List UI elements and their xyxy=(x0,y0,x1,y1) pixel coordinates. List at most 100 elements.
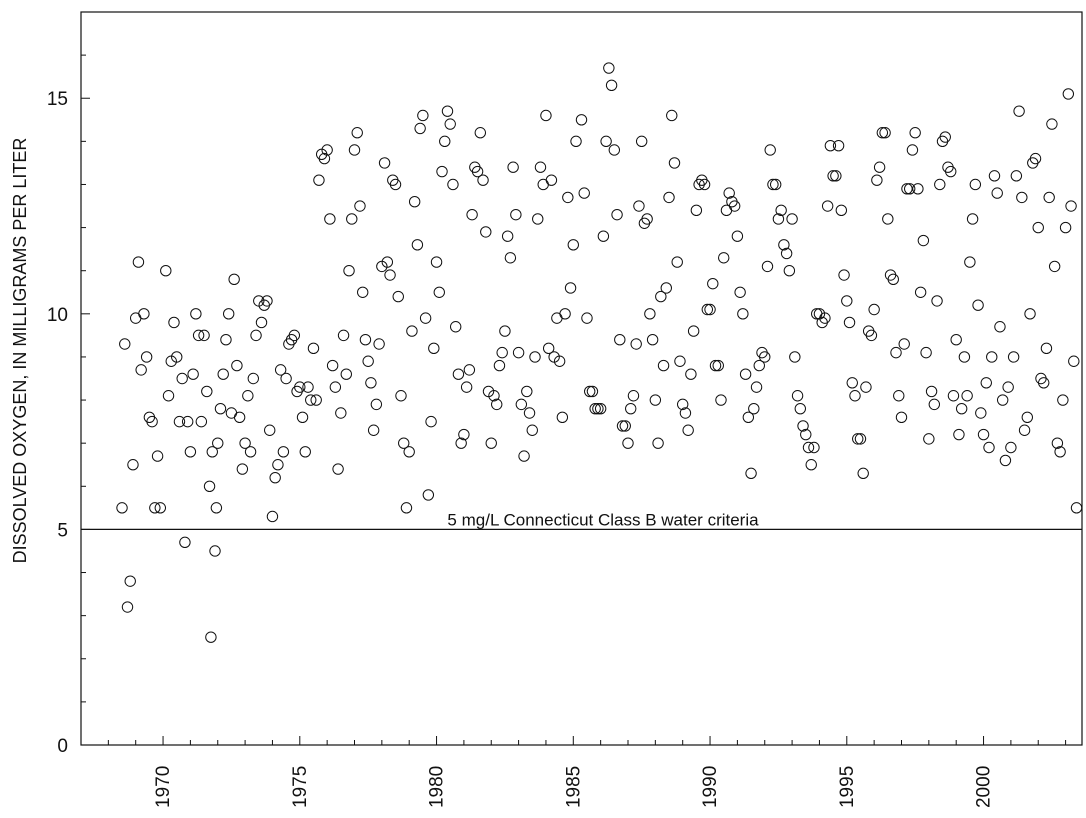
data-point xyxy=(526,424,538,436)
data-point xyxy=(496,346,508,359)
data-point xyxy=(559,308,571,320)
data-point xyxy=(501,230,514,242)
data-point xyxy=(171,351,183,363)
x-tick-label: 1985 xyxy=(563,766,584,808)
data-point xyxy=(999,454,1012,467)
data-point xyxy=(337,329,350,342)
data-point xyxy=(663,191,675,204)
data-point xyxy=(222,308,235,320)
x-tick-label: 1975 xyxy=(290,766,311,808)
data-point xyxy=(718,252,730,264)
data-point xyxy=(723,187,735,199)
data-point xyxy=(408,196,421,208)
data-point xyxy=(1029,152,1042,165)
data-point xyxy=(149,502,161,514)
y-axis: 0 5 10 15 xyxy=(47,11,90,757)
data-point xyxy=(939,131,951,143)
data-point xyxy=(321,144,333,156)
data-point xyxy=(365,377,377,389)
data-point xyxy=(731,230,744,242)
data-point xyxy=(857,467,869,480)
data-point xyxy=(329,381,342,393)
data-point xyxy=(206,446,218,458)
data-point xyxy=(843,316,856,329)
data-point xyxy=(783,265,796,277)
data-point xyxy=(986,351,998,363)
data-point xyxy=(775,204,787,217)
data-point xyxy=(444,118,456,130)
data-point xyxy=(217,368,229,380)
data-point xyxy=(578,187,590,199)
data-point xyxy=(184,446,197,458)
reference-line-group: 5 mg/L Connecticut Class B water criteri… xyxy=(81,510,1082,531)
data-point xyxy=(277,446,290,458)
data-point xyxy=(537,178,549,191)
data-point xyxy=(707,277,719,290)
data-point xyxy=(228,273,240,286)
x-tick-label: 1980 xyxy=(427,766,448,808)
data-point xyxy=(666,109,678,122)
data-point xyxy=(1002,381,1014,393)
data-point xyxy=(597,230,610,242)
data-point xyxy=(236,463,249,475)
data-point xyxy=(499,325,511,337)
data-point xyxy=(556,411,569,424)
data-point xyxy=(244,446,257,458)
data-point xyxy=(210,502,223,514)
x-tick-label: 1970 xyxy=(153,766,174,808)
data-point xyxy=(247,372,260,385)
data-point xyxy=(805,459,817,471)
data-point xyxy=(772,213,785,225)
data-point xyxy=(630,338,642,350)
data-point xyxy=(302,381,314,393)
data-point xyxy=(187,368,199,380)
data-point xyxy=(846,377,858,389)
data-point xyxy=(447,178,459,191)
data-point xyxy=(901,183,913,195)
y-axis-label: DISSOLVED OXYGEN, IN MILLIGRAMS PER LITE… xyxy=(10,138,30,564)
data-point xyxy=(212,437,224,449)
data-point xyxy=(931,295,943,307)
data-point xyxy=(616,420,629,432)
data-point xyxy=(594,402,607,415)
data-point xyxy=(764,144,776,156)
data-point xyxy=(871,174,883,186)
data-point xyxy=(190,308,202,320)
data-point xyxy=(657,359,670,372)
data-point xyxy=(603,62,615,74)
data-point xyxy=(923,433,935,445)
data-point xyxy=(119,338,131,350)
y-tick-label: 5 xyxy=(57,520,68,541)
data-point xyxy=(551,312,563,324)
data-point xyxy=(955,402,968,415)
data-point xyxy=(879,127,891,139)
data-point xyxy=(1065,200,1077,212)
data-point xyxy=(895,411,908,424)
data-point xyxy=(715,394,727,406)
data-point xyxy=(1068,355,1080,367)
data-point xyxy=(455,437,467,449)
data-point xyxy=(419,312,432,324)
data-point xyxy=(400,502,413,514)
data-point xyxy=(925,385,938,398)
data-point xyxy=(411,239,424,251)
data-point xyxy=(961,390,973,402)
data-point xyxy=(458,428,470,441)
data-point xyxy=(852,433,864,445)
data-point xyxy=(701,303,714,316)
data-point xyxy=(406,325,418,337)
data-point xyxy=(220,333,232,346)
data-point xyxy=(737,308,749,320)
plot-frame xyxy=(80,11,1083,746)
data-point xyxy=(808,441,820,454)
data-point xyxy=(928,398,941,411)
data-point xyxy=(652,437,664,449)
data-point xyxy=(160,265,172,277)
data-point xyxy=(348,144,361,156)
data-point xyxy=(269,471,281,484)
data-point xyxy=(255,316,268,329)
data-point xyxy=(893,390,905,402)
data-point xyxy=(1018,424,1031,436)
data-point xyxy=(318,152,331,165)
